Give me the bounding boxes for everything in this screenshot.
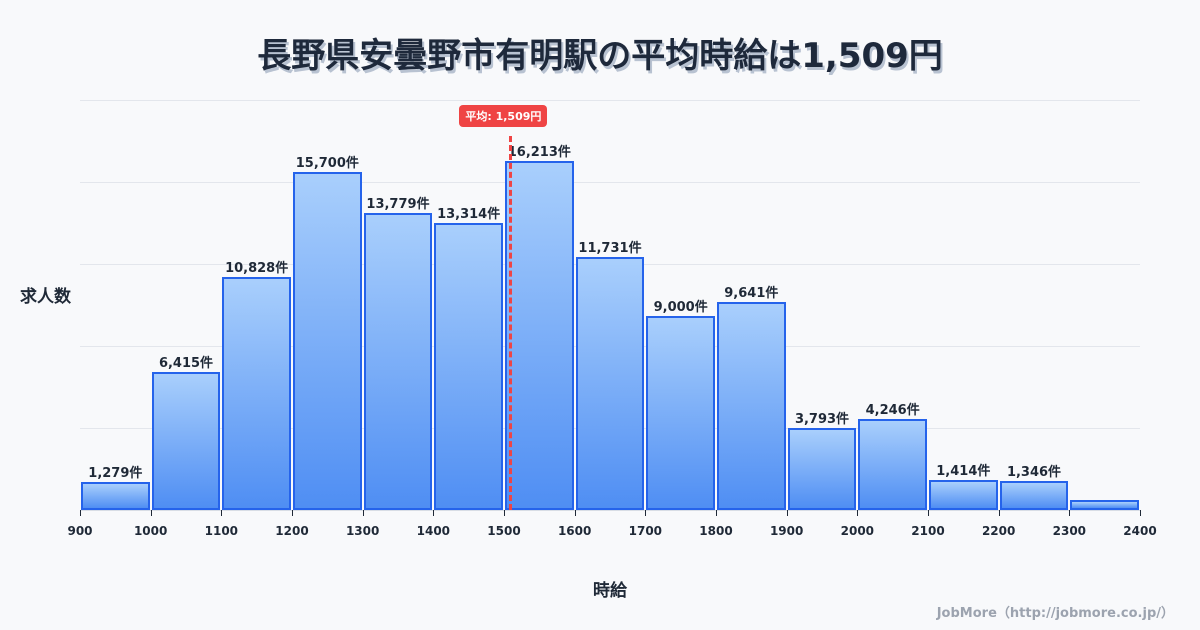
bar-value-label: 11,731件 <box>578 241 642 257</box>
x-tick-label: 2200 <box>981 524 1016 538</box>
bar-value-label: 13,779件 <box>366 197 430 213</box>
x-tick <box>574 510 576 516</box>
x-tick <box>1140 510 1141 516</box>
histogram-bar <box>222 276 291 510</box>
histogram-bar <box>363 213 433 510</box>
x-tick <box>433 510 435 516</box>
histogram-bar <box>505 161 574 510</box>
x-tick <box>716 510 717 516</box>
histogram-bar <box>717 302 786 510</box>
mean-badge: 平均: 1,509円 <box>459 105 548 127</box>
mean-line <box>509 136 513 510</box>
x-tick-label: 2100 <box>911 524 945 538</box>
histogram-bar <box>81 482 150 510</box>
x-tick-label: 1000 <box>133 524 168 538</box>
bar-value-label: 1,346件 <box>1006 465 1062 481</box>
bar-value-label: 9,000件 <box>653 300 708 316</box>
x-tick-label: 900 <box>67 524 93 538</box>
x-tick <box>504 510 505 516</box>
y-axis-label: 求人数 <box>20 287 71 307</box>
bar-value-label: 1,279件 <box>88 466 143 482</box>
x-tick <box>362 510 364 516</box>
x-tick <box>150 510 152 516</box>
histogram-bar <box>999 481 1069 510</box>
bar-value-label: 6,415件 <box>158 355 214 371</box>
x-tick-label: 1600 <box>557 524 592 538</box>
x-tick <box>1069 510 1071 516</box>
gridline <box>80 182 1140 183</box>
x-tick <box>998 510 1000 516</box>
x-tick-label: 2300 <box>1052 524 1087 538</box>
x-tick-label: 1900 <box>769 524 804 538</box>
histogram-bar <box>151 371 221 510</box>
x-tick-label: 1200 <box>275 524 309 538</box>
source-credit: JobMore（http://jobmore.co.jp/） <box>936 606 1174 621</box>
histogram-bar <box>929 479 998 510</box>
x-tick <box>80 510 81 516</box>
x-axis-line <box>80 510 1140 511</box>
histogram-bar <box>434 223 503 510</box>
gridline <box>80 100 1140 101</box>
histogram-bar <box>858 418 927 510</box>
histogram-bar <box>1070 500 1139 510</box>
histogram-bar <box>575 257 645 510</box>
x-tick-label: 1500 <box>487 524 521 538</box>
chart-title: 長野県安曇野市有明駅の平均時給は1,509円 <box>257 36 943 76</box>
bar-value-label: 13,314件 <box>437 207 501 223</box>
x-axis-label: 時給 <box>593 581 627 601</box>
x-tick <box>645 510 647 516</box>
x-tick-label: 1400 <box>416 524 451 538</box>
bar-value-label: 4,246件 <box>865 402 920 418</box>
x-tick <box>857 510 859 516</box>
bar-value-label: 15,700件 <box>295 156 359 172</box>
bar-value-label: 9,641件 <box>724 286 779 302</box>
bar-value-label: 3,793件 <box>794 412 850 428</box>
bar-value-label: 10,828件 <box>225 260 289 276</box>
bar-value-label: 16,213件 <box>507 145 571 160</box>
x-tick <box>786 510 788 516</box>
x-tick-label: 1100 <box>204 524 239 538</box>
x-tick-label: 2000 <box>840 524 875 538</box>
x-tick-label: 2400 <box>1123 524 1157 538</box>
x-tick-label: 1800 <box>699 524 733 538</box>
histogram-bar <box>646 316 715 510</box>
histogram-plot: 1,279件 6,415件 10,828件 15,700件 13,779件 13,314件… <box>67 100 1157 538</box>
bar-value-label: 1,414件 <box>936 463 991 479</box>
x-tick <box>221 510 223 516</box>
histogram-bar <box>293 172 362 510</box>
histogram-bar <box>787 428 857 510</box>
x-tick-label: 1300 <box>345 524 380 538</box>
x-tick-label: 1700 <box>628 524 663 538</box>
x-tick <box>292 510 293 516</box>
x-tick <box>928 510 929 516</box>
